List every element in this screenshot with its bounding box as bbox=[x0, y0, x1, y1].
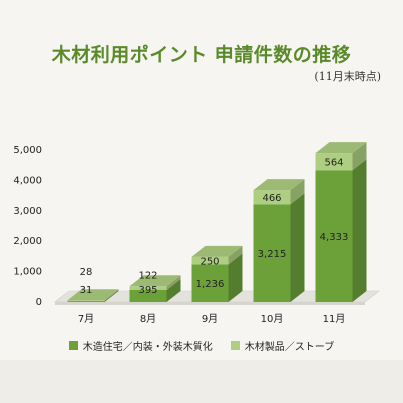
chart-legend: 木造住宅／内装・外装木質化 木材製品／ストーブ bbox=[0, 338, 403, 353]
bar-segment bbox=[315, 170, 353, 302]
bar-segment-side bbox=[352, 142, 367, 171]
bar-segment-side bbox=[290, 193, 305, 302]
bar-segment-side bbox=[352, 159, 367, 302]
data-label-housing: 1,236 bbox=[196, 279, 225, 290]
data-label-housing: 395 bbox=[138, 285, 157, 296]
bar-segment-side bbox=[166, 275, 181, 290]
bar-segment bbox=[253, 190, 291, 205]
y-tick-label: 0 bbox=[36, 297, 42, 308]
data-label-housing: 3,215 bbox=[258, 249, 287, 260]
bar-segment-side bbox=[166, 278, 181, 302]
legend-label-products: 木材製品／ストーブ bbox=[244, 342, 335, 353]
bar-segment bbox=[129, 289, 167, 302]
legend-swatch-housing bbox=[68, 341, 78, 350]
legend-swatch-products bbox=[230, 341, 240, 350]
x-tick-label: 9月 bbox=[202, 313, 218, 325]
chart-floor-edge bbox=[55, 302, 365, 305]
data-label-products: 28 bbox=[80, 267, 93, 278]
y-tick-label: 1,000 bbox=[13, 267, 42, 278]
bar-segment-side bbox=[290, 179, 305, 205]
bar-segment bbox=[191, 256, 229, 265]
data-label-products: 122 bbox=[138, 270, 157, 281]
bar-segment bbox=[67, 301, 105, 302]
legend-item-products: 木材製品／ストーブ bbox=[230, 338, 335, 353]
chart-title: 木材利用ポイント 申請件数の推移 bbox=[51, 44, 352, 66]
legend-label-housing: 木造住宅／内装・外装木質化 bbox=[82, 342, 213, 353]
bar-segment-top bbox=[129, 275, 181, 287]
bar-segment bbox=[129, 286, 167, 290]
bar-segment bbox=[253, 204, 291, 302]
bar-segment-top bbox=[253, 179, 305, 191]
x-tick-label: 11月 bbox=[323, 313, 346, 325]
bar-segment bbox=[191, 264, 229, 302]
bar-segment-side bbox=[228, 253, 243, 302]
bar-segment bbox=[67, 300, 105, 302]
data-label-products: 466 bbox=[262, 193, 281, 204]
x-tick-label: 10月 bbox=[261, 313, 284, 325]
footer-band bbox=[0, 360, 403, 403]
y-tick-label: 4,000 bbox=[13, 175, 42, 186]
legend-item-housing: 木造住宅／内装・外装木質化 bbox=[68, 338, 213, 353]
bar-segment-top bbox=[315, 142, 367, 154]
x-tick-label: 8月 bbox=[140, 313, 156, 325]
y-tick-label: 5,000 bbox=[13, 145, 42, 156]
data-label-products: 250 bbox=[200, 257, 219, 268]
data-label-housing: 4,333 bbox=[320, 232, 349, 243]
y-tick-label: 2,000 bbox=[13, 236, 42, 247]
chart-note: (11月末時点) bbox=[314, 70, 381, 83]
bar-segment-side bbox=[104, 289, 119, 302]
bar-segment-side bbox=[104, 290, 119, 302]
bar-segment-top bbox=[191, 245, 243, 257]
bar-segment-side bbox=[228, 245, 243, 265]
data-label-housing: 31 bbox=[80, 285, 93, 296]
bar-segment-top bbox=[67, 289, 119, 301]
data-label-products: 564 bbox=[324, 158, 343, 169]
bar-segment bbox=[315, 153, 353, 171]
x-tick-label: 7月 bbox=[78, 313, 94, 325]
y-tick-label: 3,000 bbox=[13, 206, 42, 217]
